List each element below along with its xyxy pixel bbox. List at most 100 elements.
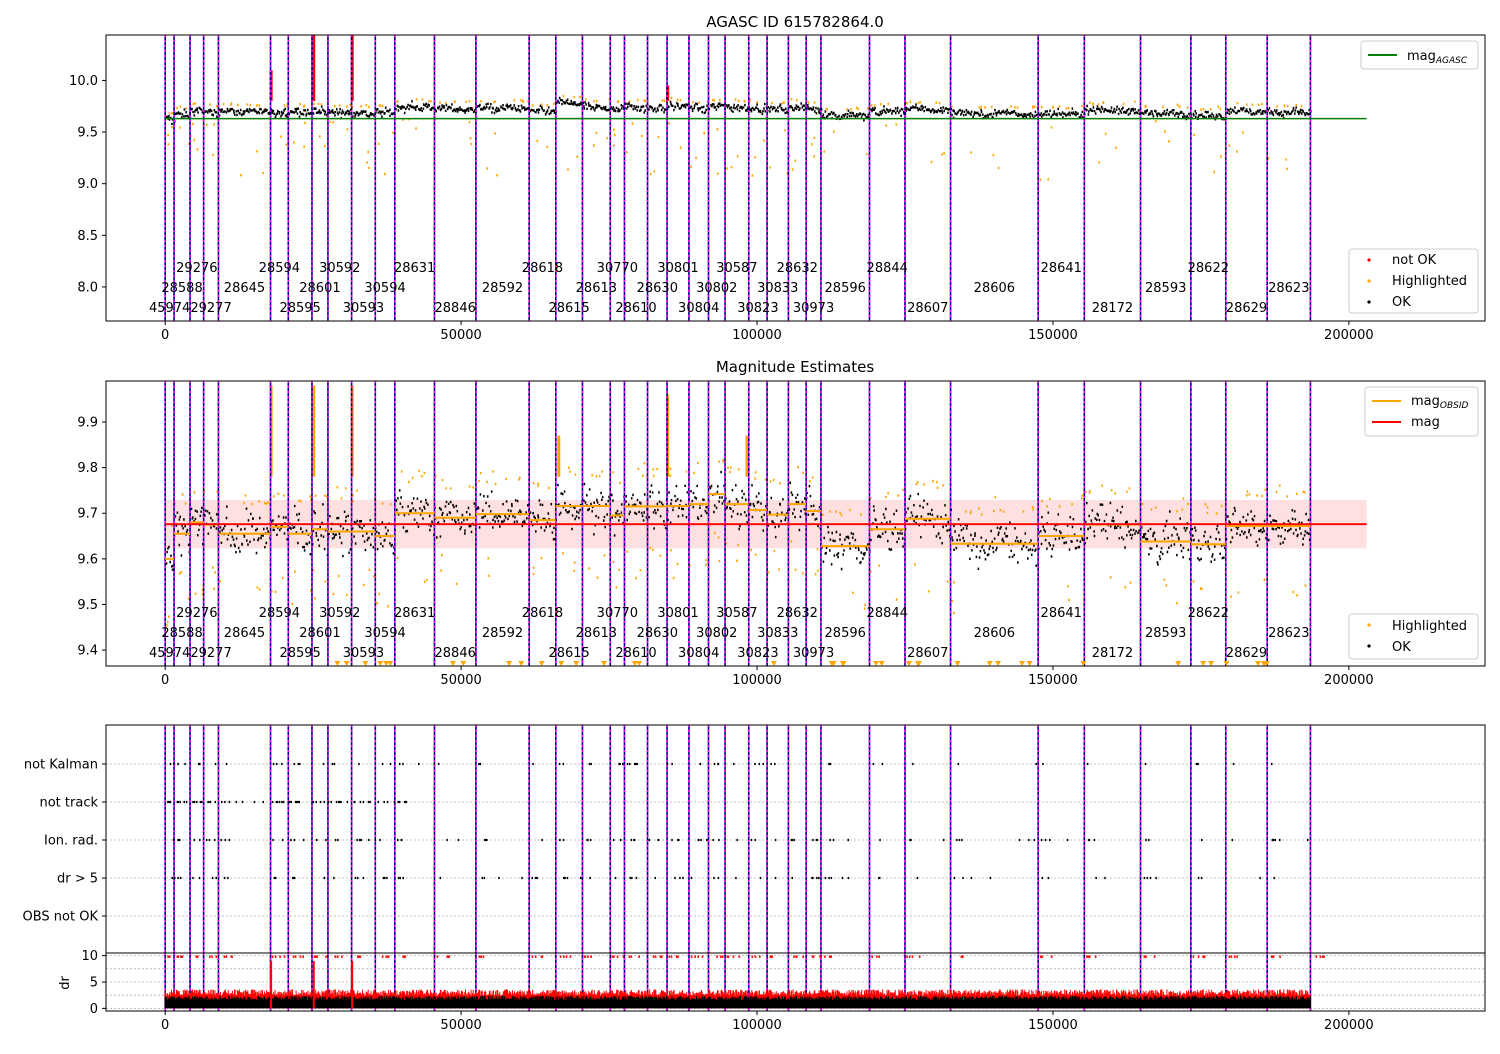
chart-title: AGASC ID 615782864.0 xyxy=(706,13,884,31)
obsid-label: 28593 xyxy=(1145,281,1186,296)
obsid-label: 28595 xyxy=(279,646,320,661)
ok-points xyxy=(174,110,191,119)
highlighted-points xyxy=(809,478,814,482)
highlighted-points xyxy=(791,99,808,100)
highlighted-points xyxy=(735,99,746,101)
obsid-label: 28645 xyxy=(224,626,265,641)
y-tick-label: 9.0 xyxy=(77,177,98,192)
ok-points xyxy=(288,109,312,117)
highlighted-outliers xyxy=(166,617,170,626)
highlighted-points xyxy=(1089,102,1135,105)
legend-lines: magOBSID mag xyxy=(1365,387,1478,436)
highlighted-points xyxy=(176,107,187,109)
out-of-range-marker xyxy=(873,661,879,666)
obsid-label: 30823 xyxy=(737,301,778,316)
highlighted-points xyxy=(379,105,384,106)
highlighted-points xyxy=(749,100,758,103)
obsid-label: 30587 xyxy=(716,606,757,621)
x-tick-label: 50000 xyxy=(440,328,481,343)
ok-points xyxy=(1085,106,1141,115)
highlighted-outliers xyxy=(750,550,768,578)
highlighted-outliers xyxy=(852,593,866,609)
highlighted-outliers xyxy=(329,122,348,129)
highlighted-points xyxy=(585,100,610,102)
highlighted-outliers xyxy=(488,558,531,582)
ok-points xyxy=(611,105,626,111)
ok-points xyxy=(476,104,530,113)
out-of-range-marker xyxy=(987,661,993,666)
out-of-range-marker xyxy=(573,661,579,666)
obsid-label: 28632 xyxy=(777,606,818,621)
out-of-range-marker xyxy=(1175,661,1181,666)
highlighted-outliers xyxy=(1293,586,1307,596)
highlighted-points xyxy=(352,105,370,107)
out-of-range-marker xyxy=(1027,661,1033,666)
out-of-range-marker xyxy=(955,661,961,666)
flag-points xyxy=(167,764,1308,878)
obsid-label: 28613 xyxy=(576,281,617,296)
out-of-range-marker xyxy=(539,661,545,666)
highlighted-points xyxy=(352,491,376,502)
obsid-label: 28615 xyxy=(548,301,589,316)
flag-label: dr > 5 xyxy=(57,872,98,887)
highlighted-outliers xyxy=(752,141,765,176)
obsid-label: 28606 xyxy=(974,626,1015,641)
y-tick-label: 9.9 xyxy=(77,416,98,431)
ok-points xyxy=(648,105,668,112)
obsid-label: 28645 xyxy=(224,281,265,296)
obsid-labels: 4597428588292762927728645285942859528601… xyxy=(149,261,1310,316)
out-of-range-marker xyxy=(1208,661,1214,666)
obsid-label: 30594 xyxy=(364,281,405,296)
obsid-label: 29276 xyxy=(176,261,217,276)
out-of-range-marker xyxy=(362,661,368,666)
out-of-range-marker xyxy=(1224,661,1230,666)
out-of-range-marker xyxy=(506,661,512,666)
highlighted-points xyxy=(532,104,555,106)
x-tick-label: 100000 xyxy=(732,673,782,688)
highlighted-points xyxy=(478,471,520,484)
ok-points xyxy=(435,104,477,112)
obsid-label: 28622 xyxy=(1188,261,1229,276)
y-tick-label: 10.0 xyxy=(69,74,98,89)
out-of-range-marker xyxy=(450,661,456,666)
highlighted-outliers xyxy=(768,551,780,572)
highlighted-points xyxy=(693,463,709,473)
highlighted-points xyxy=(1085,486,1130,494)
x-tick-label: 0 xyxy=(161,328,169,343)
highlighted-points xyxy=(480,100,529,102)
highlighted-points xyxy=(612,472,621,483)
out-of-range-marker xyxy=(387,661,393,666)
highlighted-outliers xyxy=(363,570,375,585)
obsid-label: 28595 xyxy=(279,301,320,316)
ok-points xyxy=(906,105,953,113)
highlighted-outliers xyxy=(1040,127,1053,179)
highlighted-points xyxy=(652,469,658,476)
obsid-label: 28588 xyxy=(161,281,202,296)
obsid-label: 28641 xyxy=(1041,606,1082,621)
highlighted-outliers xyxy=(1164,580,1178,604)
x-tick-label: 200000 xyxy=(1324,328,1374,343)
highlighted-outliers xyxy=(727,156,739,168)
x-tick-label: 150000 xyxy=(1028,328,1078,343)
ok-points xyxy=(204,109,220,117)
obsid-boundaries xyxy=(165,35,1310,321)
highlighted-outliers xyxy=(613,130,616,146)
highlighted-outliers xyxy=(689,560,707,565)
obsid-label: 28601 xyxy=(299,626,340,641)
flag-label: OBS not OK xyxy=(23,910,99,925)
x-tick-label: 150000 xyxy=(1028,1018,1078,1033)
highlighted-outliers xyxy=(1230,580,1265,597)
highlighted-outliers xyxy=(533,558,542,574)
highlighted-points xyxy=(435,476,474,488)
obsid-label: 29277 xyxy=(190,301,231,316)
x-tick-label: 50000 xyxy=(440,1018,481,1033)
highlighted-points xyxy=(568,468,583,475)
legend-not-ok: not OK xyxy=(1392,253,1437,268)
ok-points xyxy=(709,104,726,110)
highlighted-outliers xyxy=(815,549,819,574)
highlighted-outliers xyxy=(366,152,369,168)
ok-points xyxy=(951,110,1039,118)
